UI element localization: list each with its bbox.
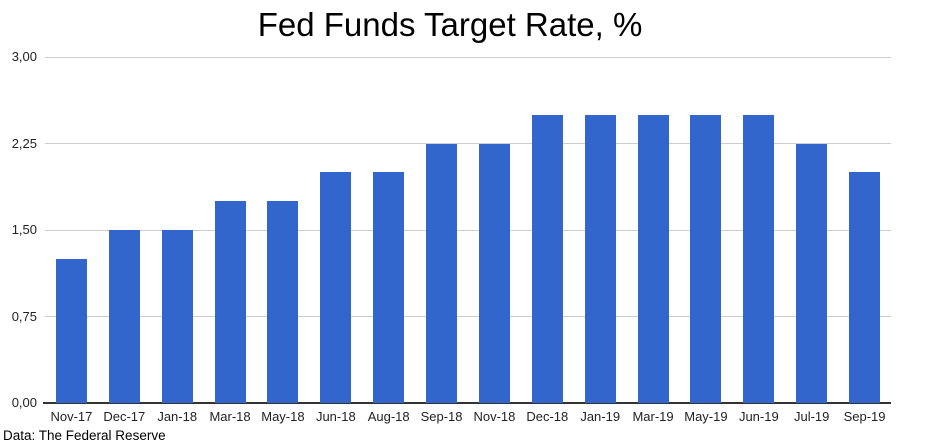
y-tick-label: 2,25 [11, 135, 37, 151]
bar-Mar-19[interactable] [637, 114, 669, 403]
x-axis-line [43, 402, 891, 404]
y-tick-label: 0,75 [11, 308, 37, 324]
x-axis-labels: Nov-17 Dec-17 Jan-18 Mar-18 May-18 Jun-18 Aug-… [45, 409, 891, 427]
x-tick-label: Jun-19 [738, 409, 779, 424]
y-tick-label: 3,00 [11, 49, 37, 64]
x-tick-label: Jul-19 [793, 409, 830, 424]
data-source-note: Data: The Federal Reserve [3, 428, 166, 443]
bar-May-18[interactable] [267, 201, 299, 403]
bar-Dec-18[interactable] [531, 114, 563, 403]
x-tick-label: Nov-18 [473, 409, 516, 424]
x-tick-label: Sep-19 [843, 409, 886, 424]
bar-Jul-19[interactable] [796, 143, 828, 403]
gridline [45, 56, 891, 58]
bar-Sep-18[interactable] [426, 143, 458, 403]
x-tick-label: Aug-18 [367, 409, 410, 424]
x-tick-label: Mar-19 [632, 409, 674, 424]
x-tick-label: Dec-17 [103, 409, 146, 424]
x-tick-label: May-18 [261, 409, 305, 424]
y-axis-labels: 0,00 0,75 1,50 2,25 3,00 [0, 49, 37, 410]
x-tick-label: May-19 [684, 409, 728, 424]
gridline [45, 229, 891, 231]
bar-Sep-19[interactable] [849, 172, 881, 403]
y-tick-label: 1,50 [11, 222, 37, 237]
x-tick-label: Sep-18 [420, 409, 463, 424]
gridline [45, 316, 891, 317]
x-tick-label: Jan-19 [580, 409, 621, 424]
x-tick-label: Dec-18 [526, 409, 569, 424]
x-tick-label: Jun-18 [315, 409, 356, 424]
bar-Nov-18[interactable] [478, 143, 510, 403]
bar-May-19[interactable] [690, 114, 722, 403]
chart-plot-area [43, 56, 891, 404]
bar-Nov-17[interactable] [55, 258, 87, 403]
bar-Jun-19[interactable] [743, 114, 775, 403]
bar-Aug-18[interactable] [373, 172, 405, 403]
bar-Mar-18[interactable] [214, 201, 246, 403]
y-tick-label: 0,00 [11, 395, 37, 410]
bar-Dec-17[interactable] [108, 230, 140, 403]
gridline [45, 143, 891, 144]
bar-Jan-19[interactable] [584, 114, 616, 403]
x-tick-label: Jan-18 [157, 409, 198, 424]
x-tick-label: Mar-18 [209, 409, 251, 424]
chart-title: Fed Funds Target Rate, % [257, 6, 643, 43]
bar-Jun-18[interactable] [320, 172, 352, 403]
bar-Jan-18[interactable] [161, 230, 193, 403]
x-tick-label: Nov-17 [50, 409, 93, 424]
